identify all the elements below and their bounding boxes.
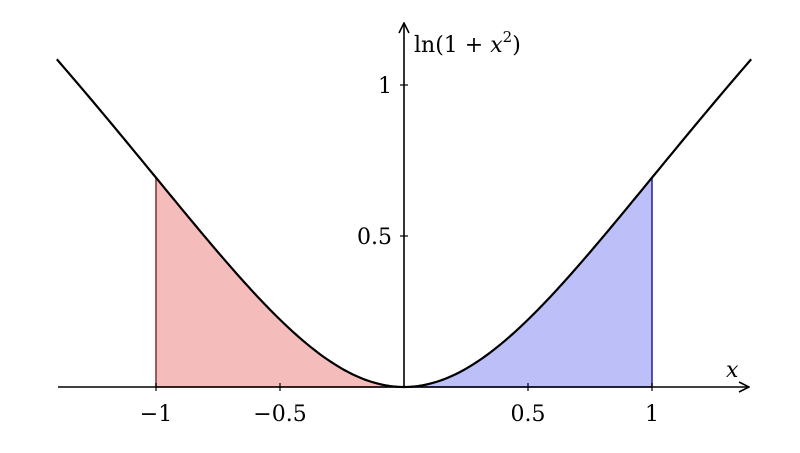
y-tick-label: 0.5 [357, 225, 392, 250]
y-label-suffix: ) [512, 33, 521, 58]
x-axis-label: x [726, 358, 739, 383]
y-axis-label: ln(1 + x2) [414, 28, 521, 58]
shaded-region-left [155, 176, 405, 388]
y-label-var: x [490, 33, 503, 58]
x-tick-label: 0.5 [511, 402, 546, 427]
y-tick-label: 1 [378, 74, 392, 99]
y-label-prefix: ln(1 + [414, 33, 490, 58]
x-tick-label: −1 [140, 402, 172, 427]
x-tick-label: −0.5 [253, 402, 306, 427]
shaded-region-right [403, 176, 653, 388]
x-tick-label: 1 [645, 402, 659, 427]
y-label-exp: 2 [503, 28, 513, 46]
ticks: −1 −0.5 0.5 1 0.5 1 [140, 74, 659, 427]
